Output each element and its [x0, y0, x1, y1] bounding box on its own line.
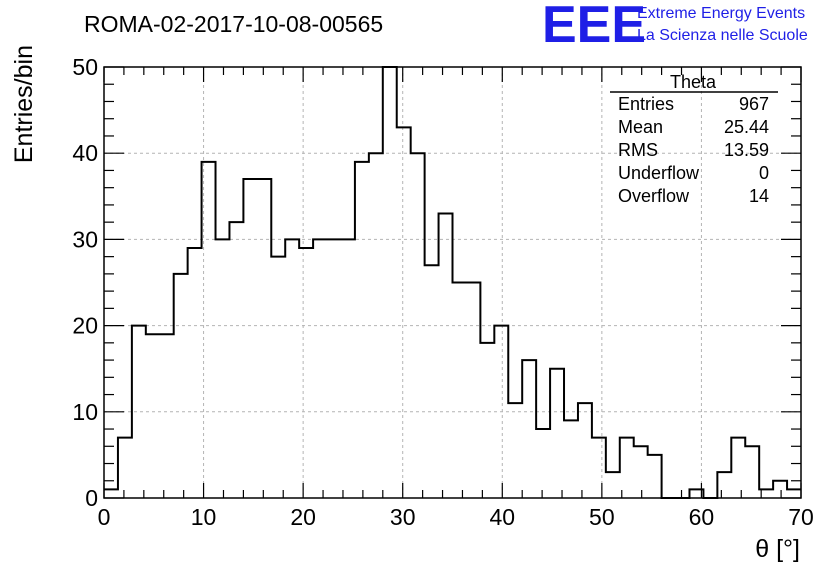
histogram-bin [229, 222, 243, 498]
histogram-bin [369, 153, 383, 498]
x-tick-label: 10 [191, 504, 217, 530]
histogram-bin [536, 429, 550, 498]
histogram-outline [104, 66, 801, 499]
x-tick-label: 0 [98, 504, 111, 530]
histogram-bin [341, 239, 355, 498]
histogram-bin [118, 438, 132, 498]
histogram-bin [188, 248, 202, 498]
y-tick-label: 10 [72, 399, 98, 425]
histogram-bin [717, 472, 731, 498]
histogram-bin [578, 403, 592, 498]
histogram-bin [731, 438, 745, 498]
y-tick-label: 0 [85, 485, 98, 511]
histogram-bin [439, 214, 453, 498]
histogram-bin [522, 360, 536, 498]
histogram-bin [606, 472, 620, 498]
histogram-bin [299, 248, 313, 498]
x-tick-label: 50 [589, 504, 615, 530]
histogram-bin [466, 283, 480, 499]
histogram-bin [202, 162, 216, 498]
stats-row-label: Mean [618, 117, 663, 137]
histogram-bin [174, 274, 188, 498]
histogram-bin [745, 446, 759, 498]
histogram-bin [787, 489, 801, 498]
histogram-bin [271, 257, 285, 498]
stats-row-value: 13.59 [724, 140, 769, 160]
histogram-series [104, 66, 801, 499]
histogram-bin [480, 343, 494, 498]
histogram-bin [146, 334, 160, 498]
histogram-bin [648, 455, 662, 498]
stats-row-label: Overflow [618, 186, 690, 206]
histogram-bin [257, 179, 271, 498]
histogram-bin [383, 67, 397, 498]
histogram-bin [592, 438, 606, 498]
y-tick-label: 20 [72, 313, 98, 339]
stats-row-label: Underflow [618, 163, 700, 183]
run-title: ROMA-02-2017-10-08-00565 [84, 11, 383, 37]
histogram-bin [453, 283, 467, 499]
histogram-bin [313, 239, 327, 498]
tick-labels: 0 10 20 30 40 50 60 70 0 10 20 30 40 50 [72, 54, 813, 530]
stats-row-value: 0 [759, 163, 769, 183]
histogram-bin [773, 481, 787, 498]
histogram-bin [160, 334, 174, 498]
stats-row-value: 14 [749, 186, 769, 206]
stats-title: Theta [670, 72, 717, 92]
histogram-bin [132, 326, 146, 498]
logo-letters: EEE [542, 0, 646, 54]
histogram-bin [425, 265, 439, 498]
x-tick-label: 30 [390, 504, 416, 530]
histogram-bin [355, 162, 369, 498]
stats-row-value: 967 [739, 94, 769, 114]
histogram-bin [243, 179, 257, 498]
histogram-bin [411, 153, 425, 498]
plot-frame [103, 66, 802, 499]
histogram-bin [285, 239, 299, 498]
histogram-bin [397, 127, 411, 498]
y-tick-label: 40 [72, 140, 98, 166]
x-tick-label: 40 [489, 504, 515, 530]
y-axis-title: Entries/bin [10, 45, 38, 163]
y-tick-label: 50 [72, 54, 98, 80]
stats-row-label: RMS [618, 140, 658, 160]
stats-row-label: Entries [618, 94, 674, 114]
histogram-bin [494, 326, 508, 498]
x-tick-label: 20 [290, 504, 316, 530]
x-axis-title: θ [°] [755, 535, 800, 563]
histogram-bin [550, 369, 564, 498]
histogram-bin [508, 403, 522, 498]
histogram-bin [620, 438, 634, 498]
histogram-bin [564, 420, 578, 498]
x-tick-label: 60 [689, 504, 715, 530]
histogram-bin [327, 239, 341, 498]
stats-box: Theta Entries 967 Mean 25.44 RMS 13.59 Underfl… [610, 72, 778, 206]
histogram-bin [634, 446, 648, 498]
eee-logo: EEE Extreme Energy Events La Scienza nel… [542, 0, 808, 54]
brand-line-2: La Scienza nelle Scuole [637, 27, 808, 44]
stats-row-value: 25.44 [724, 117, 769, 137]
x-tick-label: 70 [788, 504, 814, 530]
y-tick-label: 30 [72, 226, 98, 252]
stats-rows: Entries 967 Mean 25.44 RMS 13.59 Underflow 0 Ove… [618, 94, 769, 206]
histogram-bin [216, 239, 230, 498]
brand-line-1: Extreme Energy Events [637, 5, 805, 22]
histogram-bin [104, 489, 118, 498]
